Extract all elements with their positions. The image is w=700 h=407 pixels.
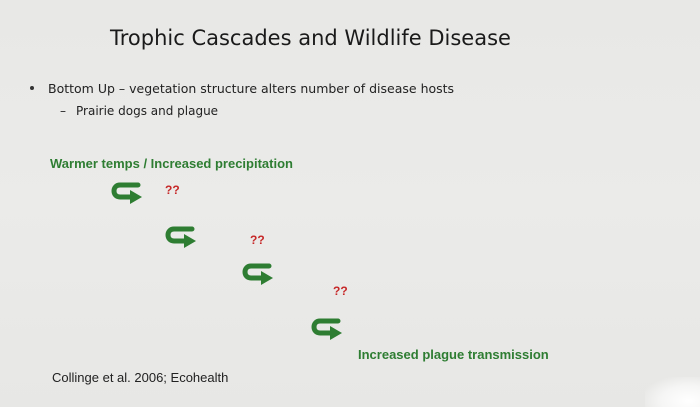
curved-u-turn-arrow-icon [111, 182, 142, 204]
bullet-item: Bottom Up – vegetation structure alters … [30, 81, 454, 96]
question-marks-3: ?? [333, 284, 348, 298]
curved-u-turn-arrow-icon [165, 226, 196, 248]
sub-bullet-item: – Prairie dogs and plague [60, 104, 218, 118]
top-label: Warmer temps / Increased precipitation [50, 156, 293, 171]
sub-bullet-text: Prairie dogs and plague [76, 104, 219, 118]
sub-bullet-marker: – [60, 104, 66, 118]
slide-title: Trophic Cascades and Wildlife Disease [110, 26, 511, 50]
bullet-text: Bottom Up – vegetation structure alters … [48, 81, 455, 96]
citation: Collinge et al. 2006; Ecohealth [52, 370, 229, 385]
question-marks-2: ?? [250, 233, 265, 247]
bullet-dot-icon [30, 85, 34, 90]
bottom-label: Increased plague transmission [358, 347, 549, 362]
curved-u-turn-arrow-icon [242, 263, 273, 285]
screen-glare [645, 377, 700, 407]
curved-u-turn-arrow-icon [311, 318, 342, 340]
question-marks-1: ?? [165, 183, 180, 197]
